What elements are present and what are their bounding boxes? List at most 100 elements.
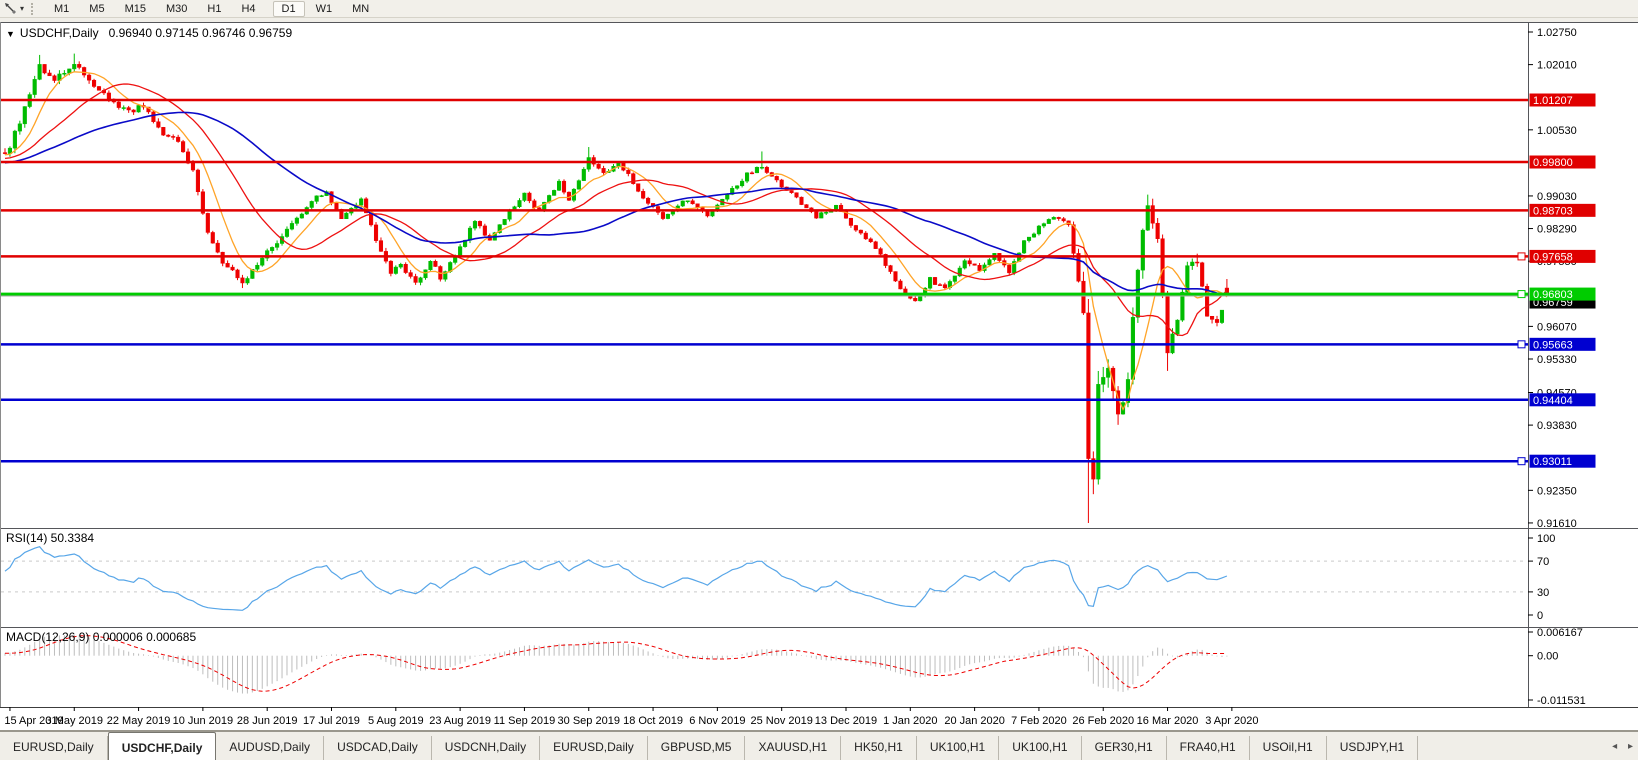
date-label: 1 Jan 2020	[883, 715, 937, 727]
hline-price-label: 0.95663	[1533, 339, 1573, 351]
date-label: 26 Feb 2020	[1072, 715, 1134, 727]
timeframe-button-d1[interactable]: D1	[272, 0, 305, 17]
timeframe-button-h1[interactable]: H1	[207, 2, 222, 15]
hline-price-label: 0.97658	[1533, 251, 1573, 263]
chevron-down-icon[interactable]: ▾	[20, 4, 25, 13]
chart-tab-usdjpy-h1[interactable]: USDJPY,H1	[1327, 736, 1419, 760]
rsi-line	[4, 546, 1228, 611]
price-axis[interactable]: 1.027501.020101.005300.990300.982900.975…	[1517, 27, 1596, 707]
rsi-indicator-label: RSI(14) 50.3384	[6, 531, 95, 545]
rsi-scale-label: 70	[1537, 556, 1549, 568]
date-label: 30 Sep 2019	[558, 715, 620, 727]
chart-tabs: EURUSD,Daily USDCHF,Daily AUDUSD,Daily USDC…	[0, 732, 1419, 760]
date-label: 7 Feb 2020	[1011, 715, 1067, 727]
chart-tab-audusd-daily[interactable]: AUDUSD,Daily	[216, 736, 325, 760]
macd-scale-label: 0.006167	[1537, 627, 1583, 639]
timeframe-button-mn[interactable]: MN	[352, 2, 370, 15]
chart-collapse-icon[interactable]: ▼	[6, 29, 15, 39]
chart-tab-xauusd-h1[interactable]: XAUUSD,H1	[745, 736, 842, 760]
rsi-scale-label: 100	[1537, 533, 1555, 545]
macd-plot-area[interactable]	[4, 634, 1228, 694]
macd-signal-line	[5, 635, 1227, 692]
chart-symbol-period: USDCHF,Daily	[19, 26, 99, 40]
horizontal-lines-layer[interactable]	[0, 98, 1528, 463]
hline-handle[interactable]	[1517, 457, 1526, 466]
chart-tab-usdcnh-daily[interactable]: USDCNH,Daily	[432, 736, 541, 760]
date-label: 11 Sep 2019	[494, 715, 556, 727]
date-label: 17 Jul 2019	[303, 715, 360, 727]
timeframe-button-m5[interactable]: M5	[89, 2, 105, 15]
hline-price-label: 1.01207	[1533, 95, 1573, 107]
date-label: 10 Jun 2019	[173, 715, 234, 727]
chart-tab-eurusd-daily[interactable]: EURUSD,Daily	[540, 736, 648, 760]
date-label: 18 Oct 2019	[623, 715, 683, 727]
chart-tab-ger30-h1[interactable]: GER30,H1	[1082, 736, 1167, 760]
toolbar-drag-handle[interactable]	[31, 2, 37, 15]
date-label: 15 Apr 2019	[4, 715, 63, 727]
timeframe-button-m15[interactable]: M15	[124, 2, 146, 15]
moving-average-8[interactable]	[4, 71, 1228, 411]
chart-tab-usoil-h1[interactable]: USOil,H1	[1250, 736, 1327, 760]
crosshair-tool-icon[interactable]	[3, 2, 17, 15]
toolbar: ▾ M1 M5 M15 M30 H1 H4 D1 W1 MN	[0, 0, 1638, 18]
hline-handle[interactable]	[1517, 340, 1526, 349]
moving-average-21[interactable]	[4, 83, 1228, 337]
date-label: 3 Apr 2020	[1205, 715, 1258, 727]
date-label: 28 Jun 2019	[237, 715, 298, 727]
timeframe-button-h4[interactable]: H4	[241, 2, 256, 15]
timeframe-button-m1[interactable]: M1	[54, 2, 70, 15]
timeframe-button-w1[interactable]: W1	[315, 2, 333, 15]
price-tick-label: 0.93830	[1537, 420, 1577, 432]
hline-price-label: 0.96803	[1533, 289, 1573, 301]
hline-price-label: 0.99800	[1533, 157, 1573, 169]
price-tick-label: 0.98290	[1537, 224, 1577, 236]
macd-scale-label: -0.011531	[1537, 695, 1586, 707]
price-tick-label: 0.99030	[1537, 191, 1577, 203]
macd-indicator-label: MACD(12,26,9) 0.000006 0.000685	[6, 630, 197, 644]
chart-tab-uk100-h1[interactable]: UK100,H1	[917, 736, 1000, 760]
date-label: 3 May 2019	[46, 715, 103, 727]
price-tick-label: 0.96070	[1537, 321, 1577, 333]
date-label: 5 Aug 2019	[368, 715, 424, 727]
chart-window[interactable]: 1.027501.020101.005300.990300.982900.975…	[0, 22, 1638, 731]
macd-scale-label: 0.00	[1537, 651, 1558, 663]
date-label: 16 Mar 2020	[1137, 715, 1199, 727]
hline-price-label: 0.93011	[1533, 456, 1572, 468]
chart-tab-eurusd-daily[interactable]: EURUSD,Daily	[0, 736, 108, 760]
date-label: 25 Nov 2019	[750, 715, 812, 727]
tab-scroll-arrows: ◂ ▸	[1604, 741, 1633, 752]
chart-tab-bar: EURUSD,Daily USDCHF,Daily AUDUSD,Daily USDC…	[0, 731, 1638, 760]
chart-tab-usdcad-daily[interactable]: USDCAD,Daily	[324, 736, 432, 760]
chart-canvas[interactable]: 1.027501.020101.005300.990300.982900.975…	[0, 22, 1638, 731]
date-label: 22 May 2019	[107, 715, 171, 727]
price-tick-label: 1.00530	[1537, 125, 1577, 137]
chart-title: ▼ USDCHF,Daily 0.96940 0.97145 0.96746 0.9…	[6, 26, 292, 40]
price-tick-label: 1.02750	[1537, 27, 1577, 39]
hline-handle[interactable]	[1517, 290, 1526, 299]
date-label: 13 Dec 2019	[815, 715, 877, 727]
hline-price-label: 0.94404	[1533, 395, 1573, 407]
chart-tab-gbpusd-m5[interactable]: GBPUSD,M5	[648, 736, 746, 760]
chart-tab-hk50-h1[interactable]: HK50,H1	[841, 736, 917, 760]
hline-price-label: 0.98703	[1533, 205, 1573, 217]
chart-tab-usdchf-daily[interactable]: USDCHF,Daily	[107, 732, 217, 760]
price-tick-label: 0.92350	[1537, 485, 1577, 497]
timeframe-buttons: M1 M5 M15 M30 H1 H4 D1 W1 MN	[44, 0, 385, 17]
tab-scroll-right-icon[interactable]: ▸	[1627, 741, 1633, 752]
price-tick-label: 0.91610	[1537, 518, 1577, 530]
rsi-scale-label: 30	[1537, 587, 1549, 599]
tab-scroll-left-icon[interactable]: ◂	[1612, 741, 1618, 752]
chart-tab-uk100-h1[interactable]: UK100,H1	[999, 736, 1082, 760]
main-plot-area[interactable]	[2, 53, 1229, 523]
timeframe-button-m30[interactable]: M30	[165, 2, 188, 15]
date-label: 23 Aug 2019	[429, 715, 491, 727]
hline-handle[interactable]	[1517, 252, 1526, 261]
rsi-plot-area[interactable]	[1, 546, 1528, 611]
price-tick-label: 1.02010	[1537, 60, 1577, 72]
price-tick-label: 0.95330	[1537, 354, 1577, 366]
candles-layer	[2, 53, 1229, 523]
date-label: 20 Jan 2020	[944, 715, 1005, 727]
date-label: 6 Nov 2019	[689, 715, 745, 727]
chart-tab-fra40-h1[interactable]: FRA40,H1	[1167, 736, 1250, 760]
